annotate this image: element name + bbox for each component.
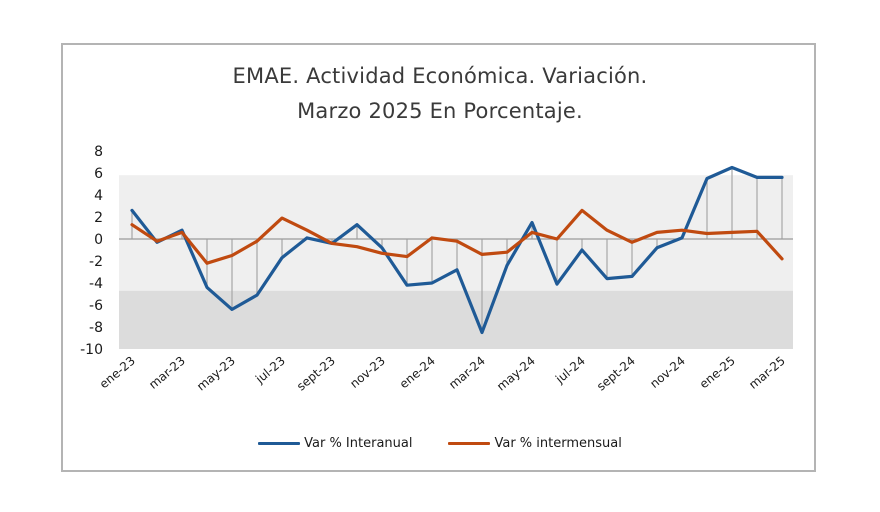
legend-item-intermensual: Var % intermensual [448, 436, 622, 451]
x-tick-label: ene-24 [397, 354, 438, 392]
x-tick-label: sept-23 [294, 354, 338, 394]
y-tick-label: 4 [94, 188, 103, 204]
legend-swatch-interanual [258, 442, 301, 445]
y-tick-label: 6 [94, 166, 103, 182]
x-tick-label: may-23 [194, 354, 238, 394]
legend: Var % Interanual Var % intermensual [0, 436, 880, 451]
x-tick-label: nov-24 [647, 354, 688, 391]
x-tick-label: ene-23 [97, 354, 138, 392]
legend-label-intermensual: Var % intermensual [494, 436, 622, 451]
x-tick-label: sept-24 [594, 354, 638, 394]
y-tick-label: 2 [94, 210, 103, 226]
x-tick-label: jul-23 [252, 354, 288, 387]
x-tick-label: mar-25 [746, 354, 788, 392]
background-bands [119, 175, 793, 349]
series-lines [130, 165, 784, 335]
x-tick-label: ene-25 [697, 354, 738, 392]
chart-title: EMAE. Actividad Económica. Variación. [232, 64, 648, 88]
x-tick-label: mar-24 [446, 354, 488, 392]
y-axis-ticks: 8 6 4 2 0 -2 -4 -6 -8 -10 [80, 144, 103, 358]
background-band [119, 290, 793, 349]
x-tick-label: jul-24 [552, 354, 588, 387]
legend-swatch-intermensual [448, 442, 491, 445]
y-tick-label: -6 [89, 298, 103, 314]
legend-item-interanual: Var % Interanual [258, 436, 412, 451]
legend-label-interanual: Var % Interanual [304, 436, 413, 451]
x-tick-label: mar-23 [146, 354, 188, 392]
x-axis-ticks: ene-23 mar-23 may-23 jul-23 sept-23 nov-23 ene… [97, 354, 788, 394]
y-tick-label: 8 [94, 144, 103, 160]
y-tick-label: -10 [80, 342, 103, 358]
x-tick-label: nov-23 [347, 354, 388, 391]
y-tick-label: -4 [89, 276, 103, 292]
x-tick-label: may-24 [494, 354, 538, 394]
y-tick-label: -8 [89, 320, 103, 336]
y-tick-label: 0 [94, 232, 103, 248]
chart-subtitle: Marzo 2025 En Porcentaje. [297, 99, 583, 123]
y-tick-label: -2 [89, 254, 103, 270]
